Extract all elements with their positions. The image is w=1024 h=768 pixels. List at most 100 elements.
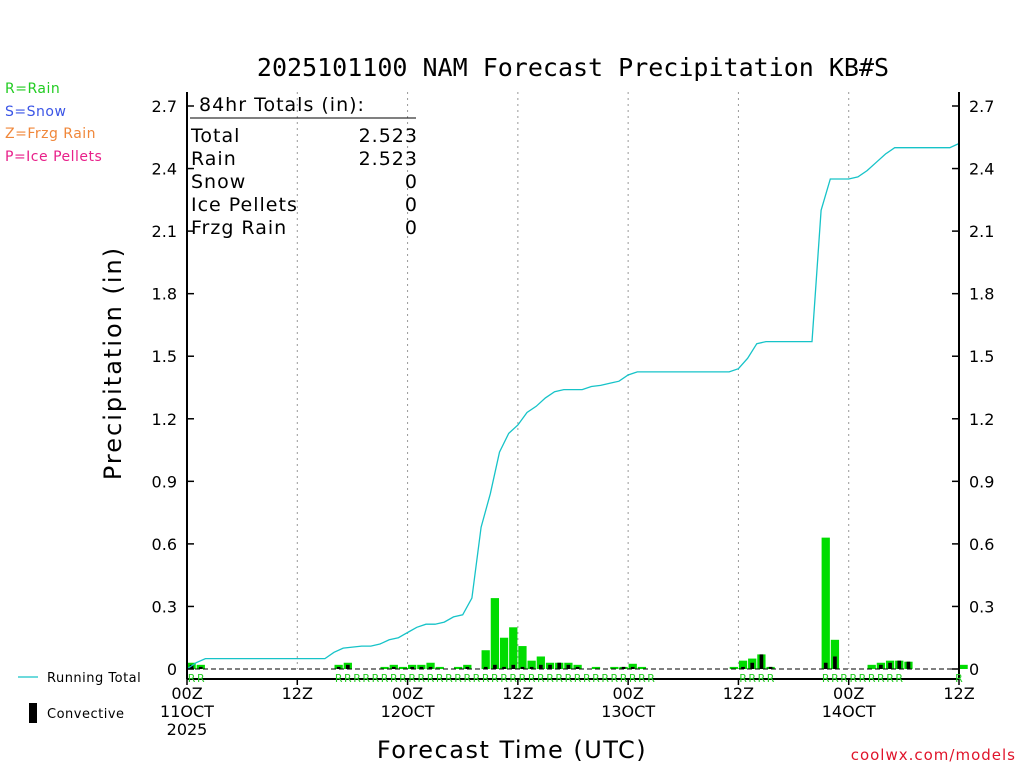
convective-bar: [189, 664, 194, 669]
precip-bar: [453, 666, 463, 669]
convective-bars: [189, 654, 911, 669]
y-tick-label-left: 1.5: [152, 347, 177, 366]
convective-legend-label: Convective: [47, 707, 125, 722]
precip-bar: [729, 666, 738, 669]
ptype-marker: R: [454, 672, 462, 685]
convective-bar: [465, 666, 470, 669]
convective-bar: [520, 666, 525, 669]
y-axis-label: Precipitation (in): [99, 246, 127, 480]
y-tick-label-right: 2.4: [969, 160, 994, 179]
y-tick-label-left: 0.3: [152, 597, 177, 616]
ptype-marker: R: [739, 672, 747, 685]
x-tick-label: 00Z: [392, 684, 423, 703]
convective-bar: [428, 666, 433, 669]
totals-value-rain: 2.523: [359, 148, 418, 170]
convective-bar: [529, 666, 534, 669]
y-tick-label-right: 0: [969, 660, 979, 679]
x-tick-label: 12Z: [943, 684, 974, 703]
x-tick-label: 12Z: [282, 684, 313, 703]
ptype-marker: R: [629, 672, 637, 685]
precip-bar: [435, 666, 444, 669]
x-tick-label: 2025: [167, 720, 208, 739]
convective-legend-swatch: [29, 703, 37, 723]
ptype-marker: R: [758, 672, 766, 685]
convective-bar: [741, 666, 745, 669]
precip-bars: [187, 537, 968, 669]
y-tick-label-right: 0.9: [969, 472, 994, 491]
ptype-marker: R: [583, 672, 591, 685]
convective-bar: [419, 666, 424, 669]
totals-label-ice-pellets: Ice Pellets: [191, 194, 298, 216]
source-credit: coolwx.com/models: [850, 746, 1016, 764]
precip-bar: [481, 650, 490, 669]
legend-snow: S=Snow: [5, 104, 67, 120]
precip-bar: [867, 664, 876, 669]
running-total-legend-label: Running Total: [47, 671, 141, 686]
ptype-marker: R: [408, 672, 416, 685]
totals-value-total: 2.523: [359, 125, 418, 147]
y-tick-label-left: 2.4: [152, 160, 177, 179]
ptype-marker: R: [574, 672, 582, 685]
ptype-marker: R: [473, 672, 481, 685]
ptype-marker: R: [849, 672, 857, 685]
precip-bar: [499, 637, 509, 669]
y-tick-label-right: 0.6: [969, 535, 994, 554]
ptype-marker: R: [859, 672, 867, 685]
ptype-marker: R: [840, 672, 848, 685]
ptype-marker: R: [500, 672, 508, 685]
precip-bar: [518, 646, 527, 669]
running-total-line: [186, 142, 960, 670]
y-tick-label-right: 1.8: [969, 285, 994, 304]
convective-bar: [879, 664, 883, 669]
totals-value-frzg-rain: 0: [405, 217, 418, 239]
precip-bar: [509, 627, 518, 669]
y-tick-label-left: 2.1: [152, 222, 177, 241]
x-tick-label: 13OCT: [601, 702, 655, 721]
convective-bar: [888, 662, 892, 669]
convective-bar: [759, 654, 764, 669]
convective-bar: [483, 666, 488, 669]
convective-bar: [336, 666, 341, 669]
convective-bar: [493, 664, 497, 669]
x-tick-label: 00Z: [171, 684, 202, 703]
ptype-marker: R: [399, 672, 407, 685]
x-tick-label: 00Z: [833, 684, 864, 703]
ptype-marker: R: [886, 672, 894, 685]
chart-title: 2025101100 NAM Forecast Precipitation KB…: [257, 53, 889, 82]
convective-bar: [538, 664, 543, 669]
ptype-marker: R: [647, 672, 655, 685]
x-tick-label: 00Z: [612, 684, 643, 703]
plot-frame: [186, 92, 960, 680]
vertical-gridlines: [296, 92, 850, 669]
y-tick-label-right: 2.7: [969, 97, 994, 116]
ptype-marker: R: [831, 672, 839, 685]
ptype-marker: R: [955, 672, 963, 685]
y-tick-label-left: 0.9: [152, 472, 177, 491]
totals-header: 84hr Totals (in):: [199, 94, 365, 116]
ptype-marker: R: [436, 672, 444, 685]
convective-bar: [768, 666, 773, 669]
convective-bar: [621, 666, 626, 669]
ptype-marker: R: [445, 672, 453, 685]
ptype-marker: R: [528, 672, 536, 685]
precip-bar: [490, 598, 500, 669]
ptype-marker: R: [822, 672, 830, 685]
precip-bar: [637, 666, 647, 669]
convective-bar: [557, 662, 562, 669]
totals-label-frzg-rain: Frzg Rain: [191, 217, 287, 239]
x-tick-label: 12Z: [502, 684, 533, 703]
precip-bar: [536, 656, 545, 669]
convective-bar: [575, 666, 580, 669]
ptype-marker: R: [344, 672, 352, 685]
ptype-marker: R: [537, 672, 545, 685]
ptype-marker: R: [877, 672, 885, 685]
precip-bar: [527, 660, 536, 669]
x-tick-label: 12Z: [723, 684, 754, 703]
ptype-marker: R: [638, 672, 646, 685]
ptype-marker: R: [463, 672, 471, 685]
totals-label-total: Total: [190, 125, 240, 147]
precip-bar: [628, 663, 637, 669]
precip-bar: [610, 666, 619, 669]
